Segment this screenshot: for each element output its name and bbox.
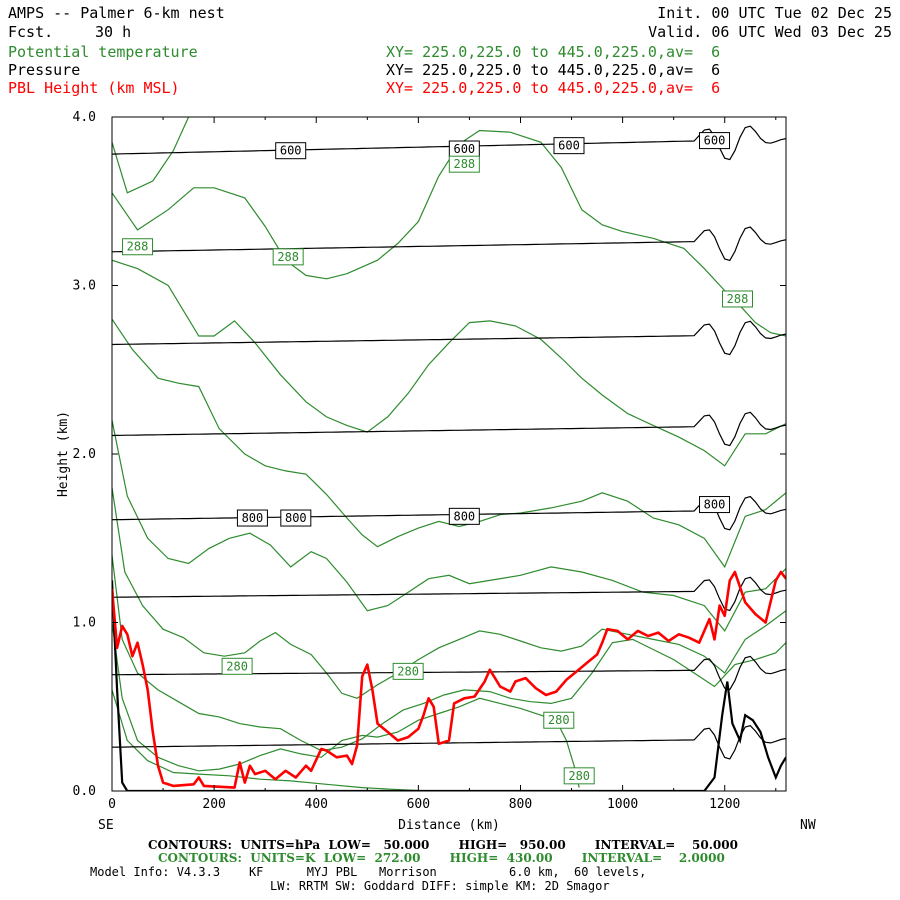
footer-theta-contours: CONTOURS: UNITS=K LOW= 272.00 HIGH= 430.… [158,851,725,865]
field-xy-pbl: XY= 225.0,225.0 to 445.0,225.0,av= 6 [386,79,721,97]
theta-contour-2 [112,259,786,467]
theta-label-2: 288 [453,157,475,171]
theta-label-0-box [122,238,154,256]
contour-labels: 600 600 600 600 800 800 800 800 288 288 288 288 280 2… [122,132,753,785]
field-name-pressure: Pressure [8,61,81,79]
isobar-label-0-box [275,142,307,160]
theta-label-7: 280 [568,769,590,783]
isobar-label-5-box [280,509,312,527]
theta-label-1: 288 [277,250,299,264]
theta-contour-4 [112,420,786,632]
theta-contour-3 [112,318,786,569]
theta-contour-5 [112,487,786,699]
field-name-theta: Potential temperature [8,43,198,61]
isobar-label-7-box [699,496,731,514]
y-axis-label: Height (km) [56,411,71,497]
x-tick-label-6: 1200 [709,797,740,812]
isobar-label-6: 800 [453,509,475,523]
pbl-height-line [112,570,786,789]
theta-label-6: 280 [548,713,570,727]
theta-contour-7 [112,622,580,788]
isobar-label-6-box [448,507,480,525]
isobar-850 [112,576,786,612]
isobar-label-1: 600 [453,142,475,156]
theta-label-2-box [448,155,480,173]
y-tick-label-2: 2.0 [73,447,96,462]
plot-frame [111,116,787,792]
isobar-label-7: 800 [704,498,726,512]
init-time: Init. 00 UTC Tue 02 Dec 25 [657,4,892,22]
x-end-label-left: SE [98,818,114,833]
isobar-950 [112,725,786,760]
theta-label-4: 280 [226,659,248,673]
field-xy-theta: XY= 225.0,225.0 to 445.0,225.0,av= 6 [386,43,721,61]
pbl-layer [112,570,786,789]
footer-pressure-contours: CONTOURS: UNITS=hPa LOW= 50.000 HIGH= 95… [148,838,738,852]
theta-label-5-box [392,662,424,680]
isobar-label-2-box [553,137,585,155]
theta-label-1-box [272,248,304,266]
theta-label-6-box [543,711,575,729]
x-end-label-right: NW [800,818,816,833]
x-tick-label-5: 1000 [607,797,638,812]
x-tick-label-0: 0 [108,797,116,812]
footer-model-info: Model Info: V4.3.3 KF MYJ PBL Morrison 6… [90,865,647,879]
field-name-pbl: PBL Height (km MSL) [8,79,180,97]
x-axis-label: Distance (km) [398,818,500,833]
valid-time: Valid. 06 UTC Wed 03 Dec 25 [648,23,892,41]
footer-physics-info: LW: RRTM SW: Goddard DIFF: simple KM: 2D… [270,879,610,893]
x-tick-label-4: 800 [509,797,532,812]
y-tick-label-3: 3.0 [73,279,96,294]
x-tick-label-1: 200 [202,797,225,812]
theta-label-5: 280 [397,664,419,678]
terrain-line [112,580,786,791]
pressure-contours [112,125,786,760]
theta-label-4-box [221,657,253,675]
isobar-label-3: 600 [704,134,726,148]
y-tick-label-1: 1.0 [73,616,96,631]
theta-contours [112,117,786,791]
x-tick-label-2: 400 [305,797,328,812]
y-tick-label-0: 0.0 [73,784,96,799]
chart-title: AMPS -- Palmer 6-km nest [8,4,225,22]
isobar-label-0: 600 [280,144,302,158]
forecast-label: Fcst. [8,23,54,41]
terrain-layer [112,580,786,791]
isobar-750 [112,411,786,447]
y-tick-label-4: 4.0 [73,110,96,125]
isobar-label-4-box [236,509,268,527]
isobar-label-3-box [699,132,731,150]
isobar-label-4: 800 [242,511,264,525]
theta-label-0: 288 [127,240,149,254]
isobar-label-2: 600 [558,139,580,153]
theta-contour-6 [112,555,786,752]
isobar-label-5: 800 [285,511,307,525]
theta-label-3: 288 [727,292,749,306]
axis-ticks: 0 200 400 600 800 1000 1200 0.0 1.0 2.0 3.0 4.0 [73,110,786,812]
isobar-700 [112,320,786,356]
isobar-900 [112,655,786,691]
theta-label-7-box [563,767,595,785]
theta-contour-0 [112,117,190,194]
theta-label-3-box [721,290,753,308]
isobar-650 [112,226,786,262]
forecast-hour: 30 h [95,23,132,41]
field-xy-pressure: XY= 225.0,225.0 to 445.0,225.0,av= 6 [386,61,721,79]
x-tick-label-3: 600 [407,797,430,812]
